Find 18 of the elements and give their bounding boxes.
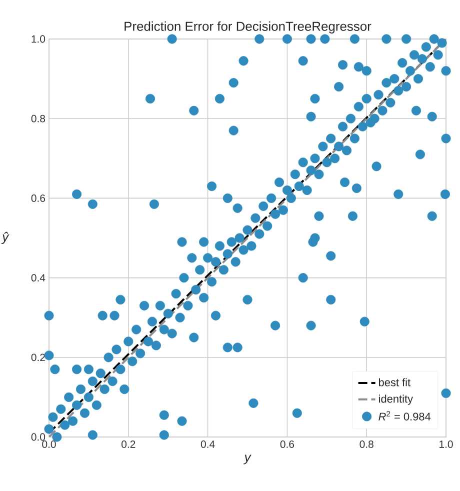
x-tick-label: 0.0 bbox=[42, 440, 56, 448]
x-tick-label: 1.0 bbox=[440, 440, 453, 448]
x-axis-title: y bbox=[244, 454, 252, 464]
x-tick-label: 0.4 bbox=[200, 440, 215, 448]
y-axis-title: ŷ bbox=[1, 232, 10, 244]
x-tick-label: 0.6 bbox=[280, 440, 294, 448]
x-tick-label: 0.8 bbox=[360, 440, 374, 448]
y-tick-label: 0.8 bbox=[31, 114, 46, 122]
x-tick-label: 0.2 bbox=[122, 440, 136, 448]
legend-label: R$^{2}$ = 0.984 bbox=[378, 411, 431, 420]
y-tick-label: 0.4 bbox=[31, 274, 46, 282]
legend-label: identity bbox=[379, 394, 413, 405]
y-tick-label: 0.2 bbox=[31, 354, 45, 362]
y-tick-label: 1.0 bbox=[32, 35, 46, 43]
y-tick-label: 0.6 bbox=[31, 194, 46, 202]
chart-title: Prediction Error for DecisionTreeRegressor bbox=[124, 21, 372, 34]
y-tick-label: 0.0 bbox=[31, 433, 46, 441]
legend-label: best fit bbox=[379, 378, 410, 386]
